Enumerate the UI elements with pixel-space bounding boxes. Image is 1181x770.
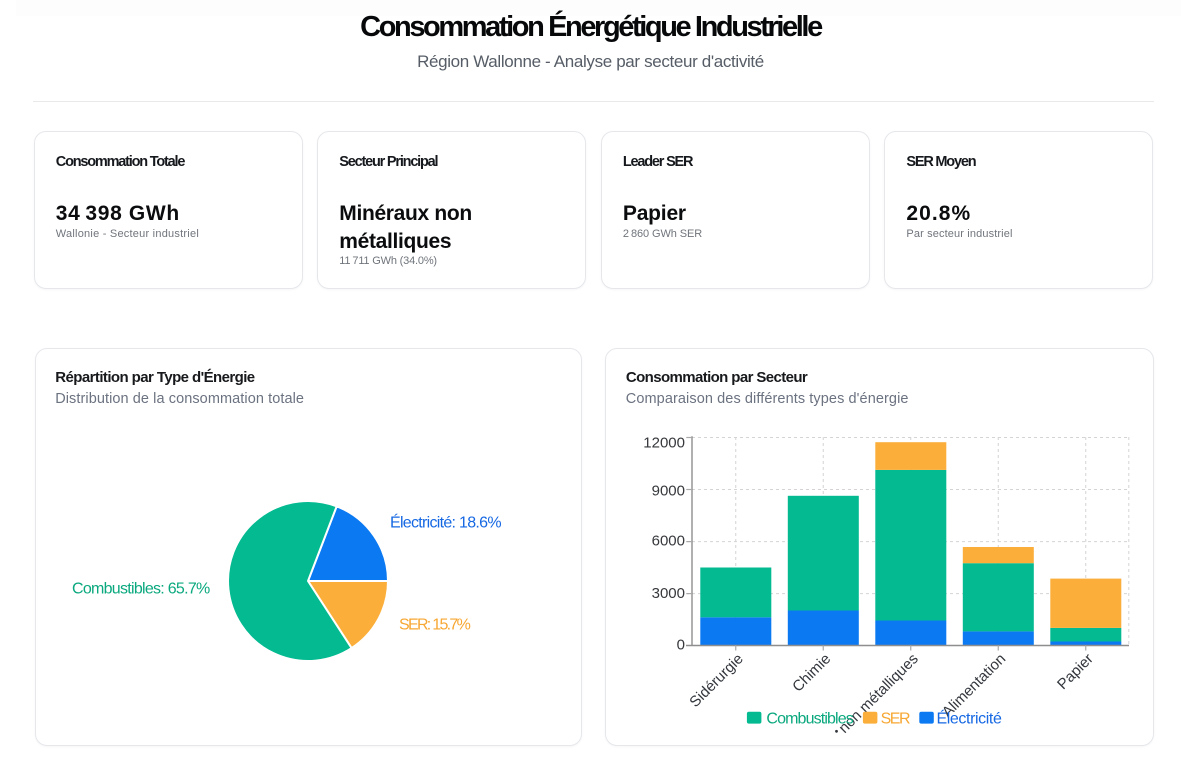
svg-text:Chimie: Chimie <box>789 650 834 695</box>
svg-text:12000: 12000 <box>643 435 685 452</box>
svg-text:Combustibles: 65.7%: Combustibles: 65.7% <box>72 580 210 597</box>
svg-text:SER: 15.7%: SER: 15.7% <box>399 617 471 634</box>
svg-text:3000: 3000 <box>651 585 684 602</box>
svg-text:Électricité: Électricité <box>936 709 1001 728</box>
svg-text:Combustibles: Combustibles <box>766 711 853 728</box>
svg-text:Sidérurgie: Sidérurgie <box>686 650 746 710</box>
svg-text:Papier: Papier <box>1054 650 1097 693</box>
svg-text:Électricité: 18.6%: Électricité: 18.6% <box>390 513 501 532</box>
svg-text:9000: 9000 <box>651 483 684 500</box>
svg-text:0: 0 <box>676 637 684 654</box>
svg-text:SER: SER <box>880 711 909 728</box>
svg-text:6000: 6000 <box>651 533 684 550</box>
